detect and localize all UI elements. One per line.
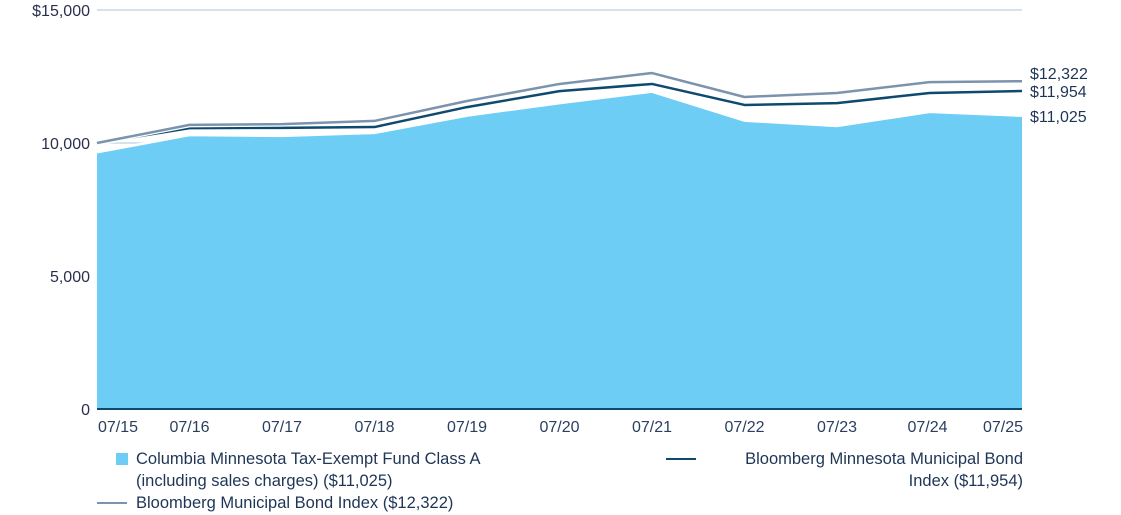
legend-label-fund-line2: (including sales charges) ($11,025) <box>136 472 393 490</box>
y-axis-ticks: 0 5,000 10,000 $15,000 <box>32 3 90 419</box>
x-tick-label: 07/16 <box>169 419 209 436</box>
x-tick-label: 07/18 <box>354 419 394 436</box>
legend-label-fund-line1: Columbia Minnesota Tax-Exempt Fund Class… <box>136 450 481 468</box>
end-labels: $12,322$11,954 $11,025 <box>1030 66 1088 126</box>
index-lines-layer <box>96 70 1023 146</box>
legend-label-municipal: Bloomberg Municipal Bond Index ($12,322) <box>136 494 454 512</box>
legend-swatch-municipal <box>97 502 127 504</box>
legend-swatch-fund <box>116 453 128 465</box>
y-tick-label: 0 <box>81 402 90 419</box>
y-tick-label: 5,000 <box>50 269 90 286</box>
legend-swatch-minnesota <box>666 458 696 460</box>
x-tick-label: 07/23 <box>817 419 857 436</box>
x-tick-label: 07/20 <box>539 419 579 436</box>
x-tick-label: 07/19 <box>447 419 487 436</box>
x-axis-ticks: 07/15 07/16 07/17 07/18 07/19 07/20 07/21 07/22… <box>97 408 1023 436</box>
end-label-1: $11,954 <box>1030 84 1087 101</box>
legend-label-minnesota-line1: Bloomberg Minnesota Municipal Bond <box>745 450 1023 468</box>
x-tick-label: 07/24 <box>907 419 947 436</box>
y-tick-label: $15,000 <box>32 3 90 20</box>
fund-area-layer <box>96 90 1023 409</box>
legend-label-minnesota-line2: Index ($11,954) <box>908 472 1023 490</box>
x-tick-label: 07/22 <box>724 419 764 436</box>
x-tick-label: 07/15 <box>98 419 138 436</box>
x-tick-label: 07/17 <box>262 419 302 436</box>
x-tick-label: 07/21 <box>632 419 672 436</box>
x-tick-label: 07/25 <box>983 419 1023 436</box>
fund-area <box>97 91 1022 409</box>
chart: 0 5,000 10,000 $15,000 07/15 07/16 07/17 07/18… <box>32 3 1088 436</box>
end-label-2: $12,322 <box>1030 66 1088 83</box>
end-label-0: $11,025 <box>1030 109 1087 126</box>
y-tick-label: 10,000 <box>41 136 90 153</box>
